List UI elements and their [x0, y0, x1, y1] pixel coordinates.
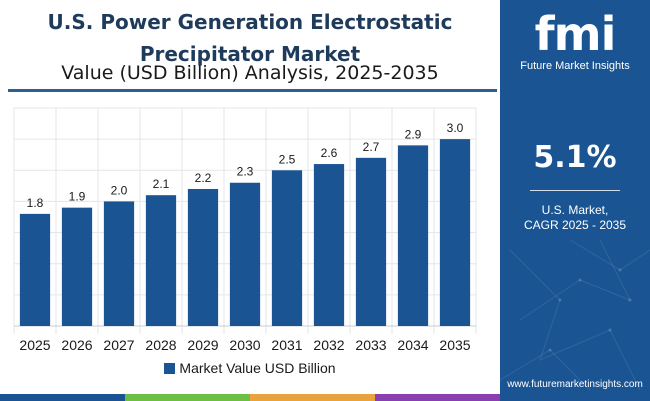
logo-mark: fmi	[534, 7, 617, 61]
x-tick-label-2035: 2035	[439, 337, 470, 353]
chart-legend: Market Value USD Billion	[0, 360, 500, 376]
bar-chart: 1.8 2025 1.9 2026 2.0 2027 2.1 2028 2.2 2029 2.3 20…	[13, 107, 477, 353]
cagr-divider	[530, 190, 620, 191]
accent-segment-purple	[375, 394, 500, 401]
x-tick-label-2032: 2032	[313, 337, 344, 353]
chart-title-line-2: Precipitator Market	[139, 42, 361, 66]
data-label-2025: 1.8	[27, 196, 44, 210]
cagr-label-line-1: U.S. Market,	[541, 203, 609, 217]
bar-2032	[313, 164, 345, 326]
data-label-2026: 1.9	[69, 190, 86, 204]
x-tick-label-2033: 2033	[355, 337, 386, 353]
data-label-2030: 2.3	[237, 165, 254, 179]
data-label-2029: 2.2	[195, 171, 212, 185]
bar-2026	[61, 207, 93, 326]
x-tick-label-2026: 2026	[61, 337, 92, 353]
bar-2033	[355, 157, 387, 326]
data-label-2033: 2.7	[363, 140, 380, 154]
cagr-value: 5.1%	[533, 140, 617, 175]
x-tick-label-2031: 2031	[271, 337, 302, 353]
bar-2025	[19, 213, 51, 326]
x-tick-label-2027: 2027	[103, 337, 134, 353]
accent-segment-green	[125, 394, 250, 401]
chart-subtitle: Value (USD Billion) Analysis, 2025-2035	[61, 62, 439, 84]
side-panel: fmi Future Market Insights 5.1% U.S. Mar…	[500, 0, 650, 401]
data-label-2034: 2.9	[405, 127, 422, 141]
fmi-logo: fmi Future Market Insights	[500, 6, 650, 72]
panel-texture	[500, 239, 650, 391]
data-label-2032: 2.6	[321, 146, 338, 160]
chart-title: U.S. Power Generation Electrostatic Prec…	[0, 6, 500, 70]
accent-segment-blue	[0, 394, 125, 401]
data-label-2035: 3.0	[447, 121, 464, 135]
chart-title-line-1: U.S. Power Generation Electrostatic	[47, 10, 453, 34]
website-link[interactable]: www.futuremarketinsights.com	[507, 379, 643, 390]
data-label-2028: 2.1	[153, 177, 170, 191]
bar-2029	[187, 188, 219, 326]
x-tick-label-2034: 2034	[397, 337, 428, 353]
bar-2030	[229, 182, 261, 326]
bar-2031	[271, 170, 303, 326]
title-divider	[8, 89, 497, 92]
accent-bottom-bar	[0, 394, 500, 401]
legend-label: Market Value USD Billion	[179, 360, 336, 376]
accent-segment-orange	[250, 394, 375, 401]
x-tick-label-2025: 2025	[19, 337, 50, 353]
cagr-label: U.S. Market, CAGR 2025 - 2035	[500, 203, 650, 233]
x-tick-label-2030: 2030	[229, 337, 260, 353]
data-label-2031: 2.5	[279, 152, 296, 166]
x-tick-label-2029: 2029	[187, 337, 218, 353]
bar-2028	[145, 195, 177, 326]
bar-2027	[103, 201, 135, 326]
x-tick-label-2028: 2028	[145, 337, 176, 353]
cagr-label-line-2: CAGR 2025 - 2035	[523, 218, 627, 232]
data-label-2027: 2.0	[111, 183, 128, 197]
logo-text: Future Market Insights	[520, 60, 630, 72]
bar-2034	[397, 145, 429, 326]
legend-swatch	[164, 363, 176, 374]
bar-2035	[439, 139, 471, 326]
